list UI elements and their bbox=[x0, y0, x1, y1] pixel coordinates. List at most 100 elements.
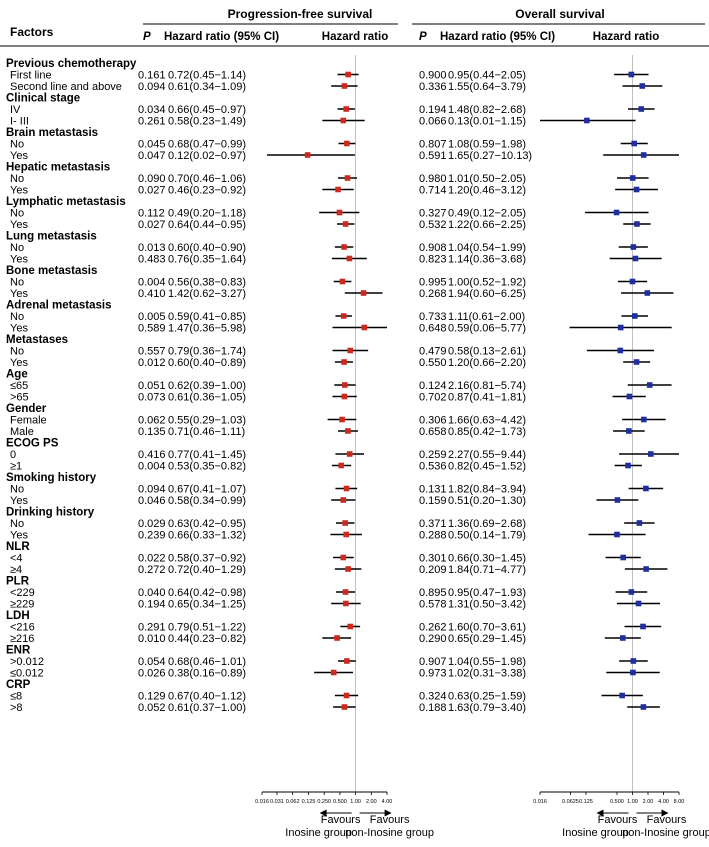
row-label: Yes bbox=[10, 530, 28, 542]
table-row: ≥229 0.194 0.65(0.34−1.25) 0.578 1.31(0.50−3… bbox=[10, 599, 660, 611]
pfs-hr-ci-text: 0.61(0.36−1.05) bbox=[168, 392, 246, 404]
os-hr-point bbox=[628, 589, 635, 595]
row-label: Yes bbox=[10, 219, 28, 231]
pfs-hr-ci-text: 0.64(0.42−0.98) bbox=[168, 587, 246, 599]
os-hr-point bbox=[626, 428, 632, 434]
pfs-p-value: 0.112 bbox=[138, 208, 165, 220]
table-row: Yes 0.483 0.76(0.35−1.64) 0.823 1.14(0.36−3.… bbox=[10, 254, 662, 266]
os-hr-point bbox=[644, 290, 651, 296]
pfs-title: Progression-free survival bbox=[228, 7, 373, 21]
os-hr-point bbox=[640, 704, 647, 710]
pfs-hr-ci-text: 0.79(0.36−1.74) bbox=[168, 346, 246, 358]
pfs-p-value: 0.062 bbox=[138, 415, 166, 427]
os-p-value: 0.209 bbox=[419, 564, 447, 576]
os-hr-point bbox=[614, 497, 621, 503]
pfs-tick-label: 0.125 bbox=[302, 799, 316, 805]
os-favours-right-line1: Favours bbox=[647, 814, 687, 826]
table-row: Yes 0.027 0.46(0.23−0.92) 0.714 1.20(0.46−3.… bbox=[10, 185, 658, 197]
os-hr-ci-text: 1.08(0.59−1.98) bbox=[448, 139, 526, 151]
os-hr-point bbox=[630, 669, 636, 676]
row-label: No bbox=[10, 484, 24, 496]
pfs-p-value: 0.022 bbox=[138, 553, 166, 565]
os-tick-label: 0.500 bbox=[610, 799, 624, 805]
os-hr-ci-text: 2.16(0.81−5.74) bbox=[448, 380, 526, 392]
pfs-hr-point bbox=[342, 589, 349, 595]
os-hr-ci-text: 1.82(0.84−3.94) bbox=[448, 484, 526, 496]
row-label: <229 bbox=[10, 587, 35, 599]
pfs-hr-ci-text: 0.49(0.20−1.18) bbox=[168, 208, 246, 220]
group-label: Age bbox=[6, 369, 28, 381]
pfs-hr-ci-text: 0.55(0.29−1.03) bbox=[168, 415, 246, 427]
row-label: No bbox=[10, 518, 24, 530]
row-label: Yes bbox=[10, 495, 28, 507]
pfs-hr-point bbox=[346, 255, 353, 262]
os-hr-point bbox=[631, 140, 638, 147]
pfs-hr-point bbox=[343, 600, 349, 607]
pfs-hr-point bbox=[341, 244, 347, 250]
pfs-hr-point bbox=[345, 428, 351, 434]
pfs-hr-ci-text: 0.79(0.51−1.22) bbox=[168, 622, 246, 634]
os-p-value: 0.327 bbox=[419, 208, 447, 220]
pfs-hr-point bbox=[304, 152, 311, 158]
os-tick-label: 0.016 bbox=[533, 799, 547, 805]
os-p-value: 0.980 bbox=[419, 173, 447, 185]
factor-group: CRP≤8 0.129 0.67(0.40−1.12) 0.324 0.63(0.25−… bbox=[6, 679, 660, 714]
row-label: No bbox=[10, 139, 24, 151]
row-label: Yes bbox=[10, 288, 28, 300]
row-label: I- III bbox=[10, 116, 29, 128]
os-hr-point bbox=[638, 106, 645, 112]
pfs-hr-ci-text: 0.53(0.35−0.82) bbox=[168, 461, 246, 473]
group-label: Smoking history bbox=[6, 472, 97, 484]
os-hr-point bbox=[630, 244, 637, 250]
os-hr-point bbox=[629, 278, 636, 285]
pfs-hr-ci-text: 0.58(0.37−0.92) bbox=[168, 553, 246, 565]
pfs-p-value: 0.094 bbox=[138, 484, 166, 496]
pfs-hr-point bbox=[344, 140, 350, 147]
table-row: Yes 0.047 0.12(0.02−0.97) 0.591 1.65(0.27−10… bbox=[10, 150, 679, 162]
pfs-hr-point bbox=[341, 382, 348, 388]
group-label: Hepatic metastasis bbox=[6, 162, 110, 174]
os-p-value: 0.324 bbox=[419, 691, 447, 703]
pfs-hr-ci-text: 0.63(0.42−0.95) bbox=[168, 518, 246, 530]
group-label: Gender bbox=[6, 403, 47, 415]
table-row: ≤0.012 0.026 0.38(0.16−0.89) 0.973 1.02(0.31… bbox=[10, 668, 660, 680]
pfs-hr-ci-text: 0.59(0.41−0.85) bbox=[168, 311, 246, 323]
os-hr-ci-text: 1.02(0.31−3.38) bbox=[448, 668, 526, 680]
pfs-hr-point bbox=[342, 221, 349, 227]
os-hr-ci-text: 1.94(0.60−6.25) bbox=[448, 288, 526, 300]
row-label: Second line and above bbox=[10, 81, 122, 93]
row-label: ≥216 bbox=[10, 633, 34, 645]
os-hr-point bbox=[625, 462, 631, 469]
pfs-p-value: 0.483 bbox=[138, 254, 166, 266]
os-p-value: 0.532 bbox=[419, 219, 447, 231]
table-row: Yes 0.046 0.58(0.34−0.99) 0.159 0.51(0.20−1.… bbox=[10, 495, 639, 507]
os-tick-label: 8.00 bbox=[674, 799, 685, 805]
os-favours-right-arrowhead bbox=[661, 809, 669, 817]
table-row: <4 0.022 0.58(0.37−0.92) 0.301 0.66(0.30−1.4… bbox=[10, 553, 641, 565]
table-row: >0.012 0.054 0.68(0.46−1.01) 0.907 1.04(0.55… bbox=[10, 656, 648, 668]
table-row: Female 0.062 0.55(0.29−1.03) 0.306 1.66(0.63… bbox=[10, 415, 666, 427]
pfs-p-value: 0.040 bbox=[138, 587, 166, 599]
pfs-p-value: 0.052 bbox=[138, 702, 166, 714]
group-label: Adrenal metastasis bbox=[6, 300, 111, 312]
table-row: Yes 0.589 1.47(0.36−5.98) 0.648 0.59(0.06−5.… bbox=[10, 323, 672, 335]
pfs-hr-point bbox=[341, 704, 348, 710]
pfs-tick-label: 4.00 bbox=[382, 799, 393, 805]
os-p-value: 0.259 bbox=[419, 449, 447, 461]
pfs-hr-ci-text: 0.46(0.23−0.92) bbox=[168, 185, 246, 197]
row-label: No bbox=[10, 208, 24, 220]
pfs-p-value: 0.012 bbox=[138, 357, 166, 369]
row-label: Female bbox=[10, 415, 47, 427]
os-favours-right-line2: non-Inosine group bbox=[622, 827, 709, 839]
os-p-value: 0.479 bbox=[419, 346, 447, 358]
pfs-hr-point bbox=[330, 669, 337, 676]
pfs-hr-point bbox=[340, 313, 347, 319]
pfs-p-value: 0.272 bbox=[138, 564, 166, 576]
pfs-p-value: 0.129 bbox=[138, 691, 166, 703]
pfs-hr-point bbox=[341, 359, 347, 365]
group-label: Metastases bbox=[6, 334, 68, 346]
row-label: No bbox=[10, 242, 24, 254]
